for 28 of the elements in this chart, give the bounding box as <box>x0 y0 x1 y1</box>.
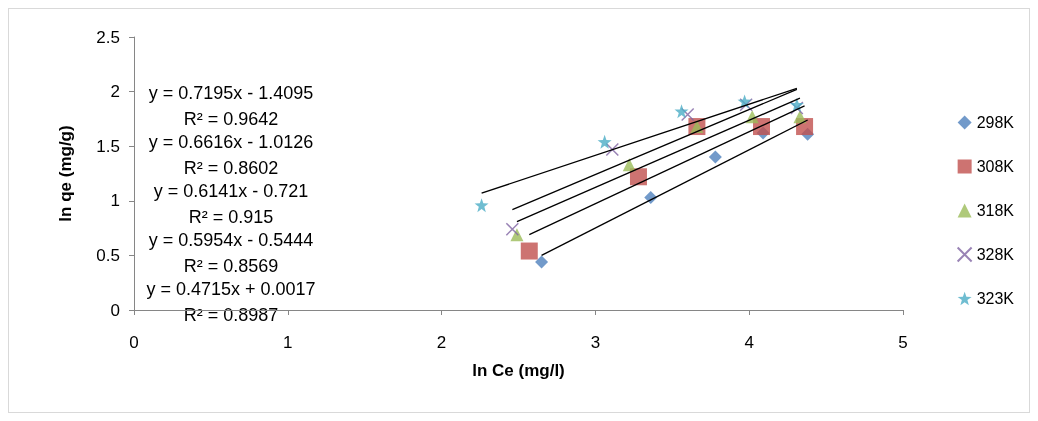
annotation: y = 0.7195x - 1.4095 <box>148 83 314 103</box>
y-tick-label: 0 <box>110 300 120 320</box>
y-axis-title: ln qe (mg/g) <box>56 125 75 222</box>
y-tick-label: 1 <box>110 191 120 211</box>
y-tick-label: 0.5 <box>96 245 120 265</box>
x-tick-label: 4 <box>744 333 754 352</box>
legend-label: 308K <box>976 158 1015 175</box>
annotation: R² = 0.8569 <box>183 256 279 276</box>
x-tick-label: 0 <box>129 333 139 352</box>
annotation: R² = 0.915 <box>188 207 274 227</box>
x-axis-title: ln Ce (mg/l) <box>472 361 565 380</box>
annotation: y = 0.6616x - 1.0126 <box>148 132 314 152</box>
y-tick-label: 2 <box>110 82 120 102</box>
x-tick-label: 5 <box>898 333 908 352</box>
y-tick-label: 2.5 <box>96 27 120 47</box>
legend-label: 323K <box>976 290 1015 307</box>
annotation: R² = 0.9642 <box>183 109 279 129</box>
annotation: R² = 0.8602 <box>183 158 279 178</box>
annotation: y = 0.5954x - 0.5444 <box>148 230 314 250</box>
legend-label: 328K <box>976 246 1015 263</box>
x-tick-label: 2 <box>436 333 447 352</box>
y-tick-label: 1.5 <box>96 136 120 156</box>
x-tick-label: 1 <box>283 333 293 352</box>
legend-label: 298K <box>976 114 1015 131</box>
annotation: y = 0.6141x - 0.721 <box>153 181 309 201</box>
x-tick-label: 3 <box>590 333 601 352</box>
legend-label: 318K <box>976 202 1015 219</box>
annotation: y = 0.4715x + 0.0017 <box>146 279 316 299</box>
